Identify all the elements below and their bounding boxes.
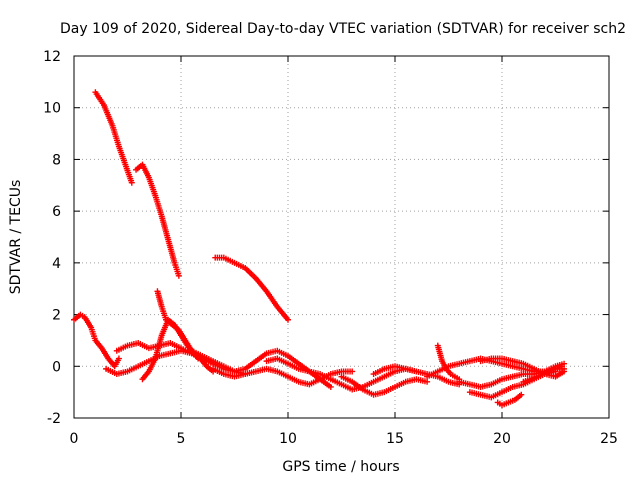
series-arc-9 [188, 347, 334, 390]
series-arc-1 [92, 89, 135, 186]
data-point [327, 383, 334, 390]
series-arc-12 [338, 373, 431, 398]
series-arc-16 [456, 360, 568, 390]
data-point [175, 272, 182, 279]
y-tick-label: -2 [47, 411, 61, 427]
tick-marks [73, 55, 610, 419]
series-arc-10 [210, 365, 356, 388]
data-point [349, 368, 356, 375]
series-arc-2 [133, 161, 182, 279]
y-tick-label: 4 [52, 256, 61, 272]
grid-lines [74, 56, 609, 418]
data-point [285, 316, 291, 323]
x-tick-label: 25 [600, 431, 618, 447]
x-tick-label: 20 [493, 431, 511, 447]
data-point [518, 391, 525, 398]
y-tick-label: 6 [52, 204, 61, 220]
data-point [558, 363, 565, 370]
series-arc-3 [212, 254, 291, 323]
x-tick-label: 15 [386, 431, 404, 447]
series-arc-13 [370, 363, 463, 388]
x-tick-label: 5 [177, 431, 186, 447]
series-arc-4 [71, 311, 122, 370]
tick-labels: 0 5 10 15 20 25 -2 0 2 4 6 8 10 12 [43, 49, 618, 447]
y-tick-label: 10 [43, 101, 61, 117]
y-tick-label: 12 [43, 49, 61, 65]
data-point [424, 378, 431, 385]
series-arc-15 [434, 342, 463, 383]
data-point [561, 368, 568, 375]
y-tick-label: 0 [52, 359, 61, 375]
series-arc-19 [494, 391, 525, 409]
x-tick-label: 10 [279, 431, 297, 447]
y-axis-label: SDTVAR / TECUs [8, 180, 24, 295]
plot-frame [73, 55, 610, 419]
x-axis-label: GPS time / hours [282, 459, 399, 475]
x-tick-label: 0 [70, 431, 79, 447]
data-point [115, 355, 122, 362]
series-arc-18 [477, 355, 568, 380]
data-points [71, 89, 568, 409]
y-tick-label: 8 [52, 152, 61, 168]
chart-title: Day 109 of 2020, Sidereal Day-to-day VTE… [60, 21, 626, 37]
data-point [128, 179, 135, 186]
y-tick-label: 2 [52, 308, 61, 324]
series-arc-20 [520, 363, 565, 385]
